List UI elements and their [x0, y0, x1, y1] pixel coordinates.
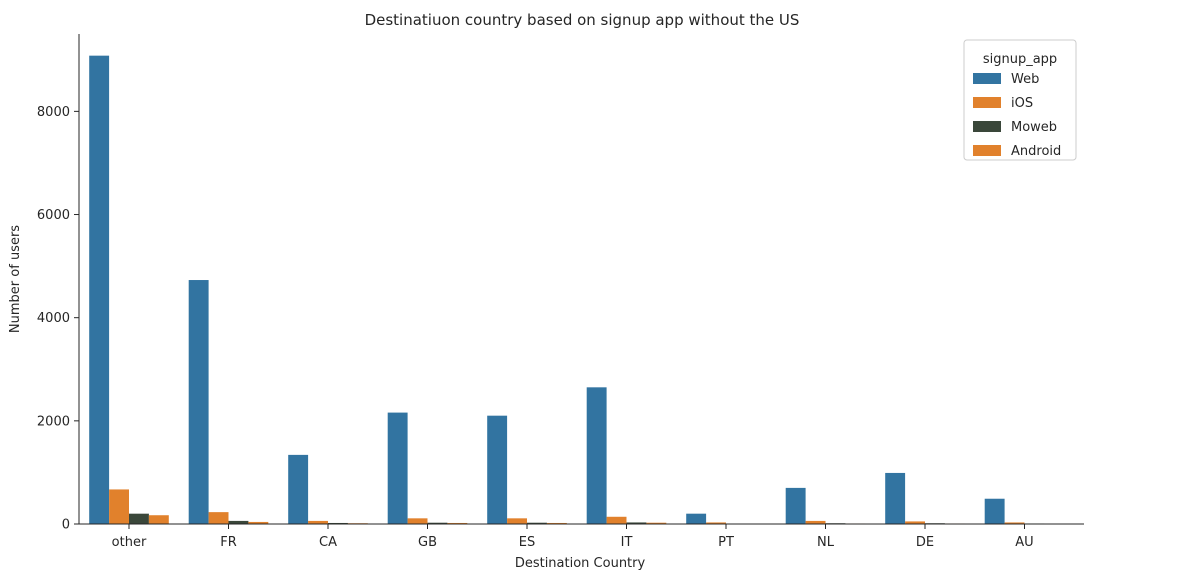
x-tick-label: NL	[817, 535, 835, 550]
bar-web-gb	[388, 413, 408, 524]
x-axis-title: Destination Country	[515, 556, 646, 571]
bar-android-other	[149, 515, 169, 524]
bar-ios-gb	[408, 518, 428, 524]
bar-web-es	[487, 416, 507, 524]
bar-ios-es	[507, 518, 527, 524]
bar-web-other	[89, 56, 109, 524]
y-tick-label: 4000	[37, 311, 70, 326]
bar-web-nl	[786, 488, 806, 524]
x-tick-label: ES	[519, 535, 535, 550]
x-tick-label: IT	[621, 535, 633, 550]
bar-ios-other	[109, 489, 129, 524]
bar-web-ca	[288, 455, 308, 524]
legend: signup_app Web iOS Moweb Android	[964, 40, 1076, 160]
y-ticks-group: 0 2000 4000 6000 8000	[37, 105, 79, 533]
bar-ios-it	[607, 517, 627, 524]
x-tick-label: other	[112, 535, 147, 550]
legend-swatch-web	[973, 73, 1001, 84]
y-tick-label: 2000	[37, 414, 70, 429]
x-ticks-group: other FR CA GB ES IT PT NL DE AU	[112, 524, 1034, 550]
legend-label-ios: iOS	[1011, 96, 1033, 111]
legend-label-android: Android	[1011, 144, 1061, 159]
legend-label-web: Web	[1011, 72, 1039, 87]
bar-web-it	[587, 387, 607, 524]
y-tick-label: 8000	[37, 105, 70, 120]
y-axis-title: Number of users	[8, 225, 23, 333]
x-tick-label: GB	[418, 535, 437, 550]
chart-title: Destinatiuon country based on signup app…	[365, 11, 800, 29]
y-tick-label: 0	[62, 518, 70, 533]
bar-web-pt	[686, 514, 706, 524]
bar-web-de	[885, 473, 905, 524]
y-tick-label: 6000	[37, 208, 70, 223]
bar-moweb-other	[129, 514, 149, 524]
x-tick-label: PT	[718, 535, 734, 550]
bar-web-au	[985, 499, 1005, 524]
x-tick-label: FR	[220, 535, 237, 550]
bar-ios-fr	[209, 512, 229, 524]
bar-web-fr	[189, 280, 209, 524]
x-tick-label: DE	[916, 535, 934, 550]
x-tick-label: CA	[319, 535, 337, 550]
legend-swatch-moweb	[973, 121, 1001, 132]
legend-swatch-android	[973, 145, 1001, 156]
x-tick-label: AU	[1015, 535, 1033, 550]
legend-label-moweb: Moweb	[1011, 120, 1057, 135]
legend-title: signup_app	[983, 52, 1057, 67]
legend-swatch-ios	[973, 97, 1001, 108]
bars-group	[89, 56, 1064, 524]
